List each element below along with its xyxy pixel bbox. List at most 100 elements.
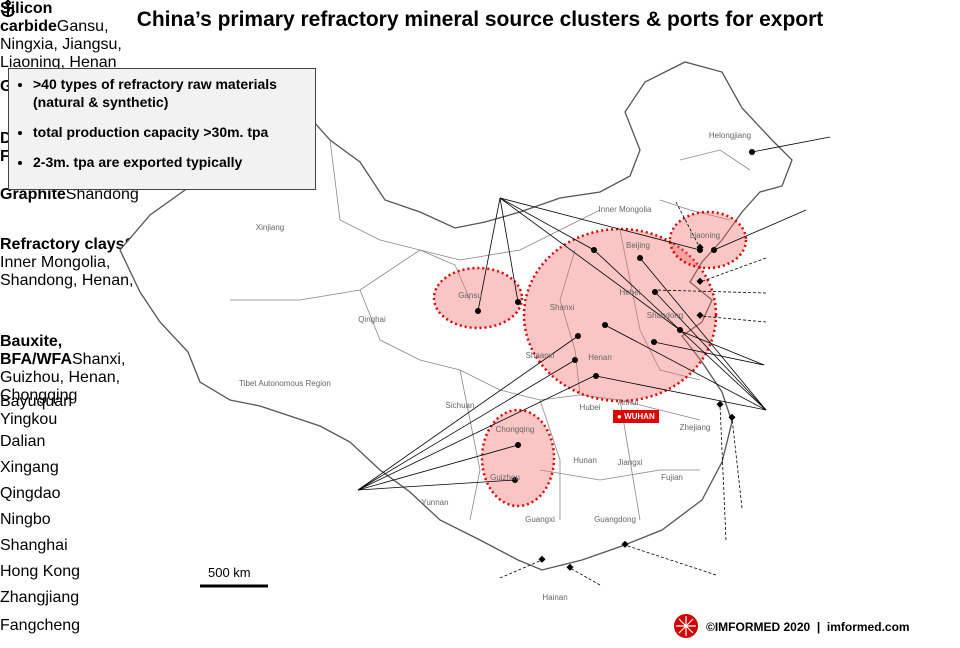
port-line <box>569 567 601 586</box>
title: China’s primary refractory mineral sourc… <box>136 8 824 31</box>
port-name: Xingang <box>0 459 59 476</box>
anchor-icon <box>1 0 15 17</box>
dot <box>651 339 657 345</box>
map-label: Shandong <box>647 311 683 320</box>
leader-line <box>357 444 519 491</box>
leader-line <box>713 209 807 251</box>
port-name: Qingdao <box>0 485 61 502</box>
cluster <box>668 210 748 270</box>
dot <box>637 255 643 261</box>
dot <box>593 373 599 379</box>
city-marker: ● WUHAN <box>613 410 659 423</box>
port-name: Ningbo <box>0 511 51 528</box>
map-label: Xinjiang <box>256 223 284 232</box>
leader-line <box>654 291 767 411</box>
map-label: Anhui <box>618 398 639 407</box>
port-line <box>624 544 717 576</box>
port-line <box>499 559 543 579</box>
map-label: Qinghai <box>358 315 386 324</box>
leader-line <box>639 257 767 411</box>
map-label: Zhejiang <box>680 423 711 432</box>
map-label: Tibet Autonomous Region <box>239 379 331 388</box>
leader-line <box>357 375 595 491</box>
map-label: Jiangxi <box>618 458 643 467</box>
map-label: Chongqing <box>496 425 535 434</box>
dot <box>677 327 683 333</box>
leader-line <box>499 197 701 251</box>
port-name: Dalian <box>0 433 46 450</box>
port-line <box>699 315 767 323</box>
dot <box>515 299 521 305</box>
leader-line <box>751 136 831 153</box>
dot <box>602 322 608 328</box>
leader-line <box>499 197 519 303</box>
mineral-name: Refractory clays <box>0 236 125 253</box>
mineral-locations: Gansu, Ningxia, Jiangsu, Liaoning, Henan <box>0 18 122 71</box>
leader-line <box>477 197 501 312</box>
port-line <box>654 289 767 294</box>
port-dot <box>566 563 574 571</box>
mineral-box: Bauxite, BFA/WFAShanxi, Guizhou, Henan, … <box>0 333 160 404</box>
port-dot <box>538 555 546 563</box>
leader-line <box>595 375 767 411</box>
map-label: Sichuan <box>446 401 475 410</box>
cluster <box>432 266 524 330</box>
dots <box>475 149 755 571</box>
mineral-name: Bauxite, BFA/WFA <box>0 333 72 368</box>
port-line <box>675 201 701 249</box>
leader-line <box>499 197 595 251</box>
port-box: Fangcheng <box>0 0 126 643</box>
mineral-name: Graphite <box>0 186 66 203</box>
port-dot <box>696 311 704 319</box>
map-label: Inner Mongolia <box>599 205 652 214</box>
leader-line <box>357 359 576 491</box>
map-label: Guangxi <box>525 515 555 524</box>
map-label: Hunan <box>573 456 597 465</box>
dot <box>572 357 578 363</box>
dot <box>652 289 658 295</box>
leader-line <box>499 197 681 331</box>
port-name: Zhangjiang <box>0 589 80 606</box>
map-label: Henan <box>588 353 612 362</box>
mineral-box: GraphiteShandong <box>0 186 139 236</box>
map-label: Guizhou <box>490 473 520 482</box>
map-label: Hubei <box>580 403 601 412</box>
map-label: Fujian <box>661 473 683 482</box>
logo <box>674 614 698 638</box>
info-box: >40 types of refractory raw materials (n… <box>8 68 316 190</box>
port-dot <box>696 243 704 251</box>
map-label: Shaanxi <box>526 351 555 360</box>
info-point: total production capacity >30m. tpa <box>33 123 307 141</box>
map-label: Gansu <box>458 291 482 300</box>
scale-label: 500 km <box>208 565 251 580</box>
dot <box>591 247 597 253</box>
dot <box>575 333 581 339</box>
leader-line <box>677 329 765 366</box>
map-label: Shanxi <box>550 303 575 312</box>
map-label: Liaoning <box>690 231 720 240</box>
footer: ©IMFORMED 2020 | imformed.com <box>706 620 910 634</box>
port-name: Bayuquan Yingkou <box>0 393 73 428</box>
city-name: WUHAN <box>624 412 655 421</box>
leader-line <box>604 324 767 411</box>
map-label: Guangdong <box>594 515 636 524</box>
port-name: Fangcheng <box>0 617 81 634</box>
mineral-locations: Shandong <box>65 186 139 203</box>
dot <box>749 149 755 155</box>
leader-line <box>357 479 516 491</box>
cluster <box>480 408 556 508</box>
port-name: Hong Kong <box>0 563 81 580</box>
leader-lines <box>357 136 831 491</box>
map-label: Hainan <box>542 593 567 602</box>
mineral-locations: Shanxi, Guizhou, Henan, Chongqing <box>0 351 126 404</box>
map-label: Beijing <box>626 241 650 250</box>
mineral-box: Silicon carbideGansu, Ningxia, Jiangsu, … <box>0 0 150 78</box>
province-borders <box>230 139 751 521</box>
port-dot <box>696 277 704 285</box>
port-dot <box>716 400 724 408</box>
leader-line <box>357 335 579 491</box>
map-label: Helongjiang <box>709 131 751 140</box>
dot <box>512 477 518 483</box>
dot <box>475 308 481 314</box>
